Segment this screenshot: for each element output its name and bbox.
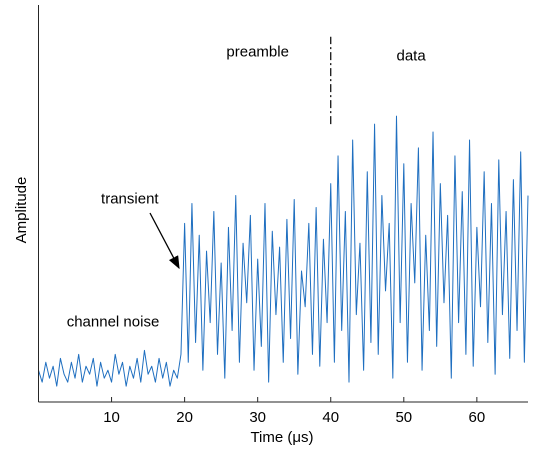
x-tick-label: 60: [469, 409, 486, 426]
x-tick-label: 10: [103, 409, 120, 426]
annotation: data: [397, 48, 427, 65]
plot-area: [38, 115, 529, 387]
signal-line: [38, 115, 529, 387]
y-axis-label: Amplitude: [13, 177, 30, 244]
annotation: preamble: [226, 44, 289, 61]
x-tick-label: 30: [249, 409, 266, 426]
x-tick-label: 50: [395, 409, 412, 426]
x-tick-label: 40: [322, 409, 339, 426]
x-tick-label: 20: [176, 409, 193, 426]
x-axis-label: Time (μs): [250, 429, 313, 446]
annotation-arrow: [149, 212, 180, 270]
annotation: transient: [101, 190, 159, 207]
annotation: channel noise: [67, 314, 160, 331]
